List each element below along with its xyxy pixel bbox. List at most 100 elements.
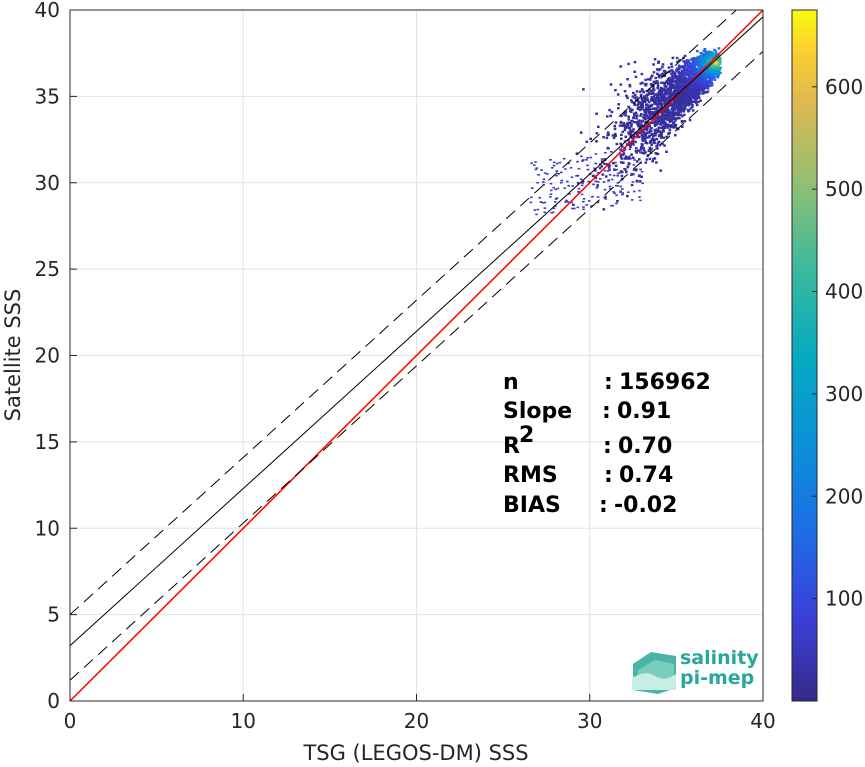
density-cell [656, 86, 659, 90]
density-cell [643, 98, 647, 101]
density-cell [636, 103, 639, 107]
density-cell [712, 70, 716, 74]
density-cell [700, 62, 704, 66]
density-cell [674, 123, 678, 127]
density-cell [677, 64, 681, 67]
density-cell [714, 52, 718, 55]
density-cell [648, 146, 652, 149]
density-cell [589, 137, 592, 140]
density-cell [694, 86, 697, 89]
density-cell [594, 153, 598, 155]
density-cell [719, 71, 722, 75]
density-cell [653, 157, 657, 160]
density-cell [655, 68, 659, 71]
density-cell [631, 141, 634, 144]
density-cell [683, 120, 687, 123]
y-tick-label: 10 [35, 516, 60, 540]
density-cell [701, 80, 705, 83]
density-cell [585, 204, 588, 206]
density-cell [627, 191, 630, 193]
density-cell [677, 106, 681, 110]
density-cell [648, 134, 651, 138]
density-cell [719, 60, 722, 64]
density-cell [647, 108, 650, 112]
density-cell [577, 187, 581, 190]
density-cell [682, 91, 685, 95]
density-cell [634, 111, 638, 114]
stat-label: BIAS [503, 493, 561, 518]
density-cell [701, 78, 705, 81]
density-cell [697, 76, 701, 80]
density-cell [628, 85, 632, 88]
density-cell [671, 74, 675, 77]
density-cell [560, 181, 563, 184]
density-cell [659, 115, 662, 119]
density-cell [707, 61, 710, 65]
density-cell [560, 179, 564, 182]
density-cell [643, 124, 647, 128]
density-cell [683, 54, 687, 58]
density-cell [650, 92, 653, 96]
density-cell [673, 73, 677, 76]
density-cell [640, 175, 643, 178]
density-cell [619, 153, 623, 156]
density-cell [586, 168, 590, 171]
density-cell [679, 87, 683, 91]
density-cell [625, 94, 628, 97]
density-cell [622, 150, 625, 153]
density-cell [623, 168, 626, 170]
density-cell [717, 72, 720, 75]
density-cell [688, 62, 692, 65]
density-cell [677, 74, 680, 77]
density-cell [683, 99, 686, 103]
density-cell [641, 120, 644, 123]
density-cell [600, 158, 604, 160]
density-cell [650, 126, 653, 130]
density-cell [702, 70, 706, 74]
density-cell [689, 85, 693, 89]
density-cell [644, 78, 647, 82]
density-cell [649, 140, 652, 143]
density-cell [678, 87, 681, 90]
density-cell [551, 211, 555, 214]
density-cell [643, 117, 647, 121]
density-cell [620, 133, 623, 136]
density-cell [638, 189, 641, 192]
density-cell [620, 157, 623, 160]
density-cell [549, 196, 552, 198]
density-cell [613, 192, 616, 195]
density-cell [628, 127, 632, 130]
stat-separator: : [599, 493, 608, 518]
density-cell [674, 119, 677, 122]
density-cell [712, 77, 715, 80]
density-cell [630, 199, 634, 201]
density-cell [711, 65, 714, 68]
density-cell [665, 107, 669, 110]
density-cell [701, 57, 704, 60]
density-cell [554, 188, 557, 191]
density-cell [595, 112, 598, 115]
density-cell [600, 160, 604, 163]
density-cell [619, 148, 622, 151]
density-cell [696, 87, 699, 91]
density-cell [699, 87, 702, 90]
density-cell [633, 159, 636, 161]
density-cell [693, 73, 696, 76]
density-cell [687, 69, 690, 73]
density-cell [663, 117, 667, 120]
density-cell [556, 162, 559, 165]
density-cell [689, 100, 693, 103]
density-cell [707, 82, 710, 85]
density-cell [534, 161, 537, 163]
density-cell [591, 174, 595, 177]
density-cell [581, 182, 584, 184]
density-cell [624, 110, 628, 114]
density-cell [659, 89, 662, 92]
density-cell [680, 120, 684, 124]
density-cell [702, 85, 706, 89]
density-cell [536, 208, 540, 211]
density-cell [568, 193, 571, 195]
density-cell [654, 81, 658, 85]
density-cell [536, 181, 539, 184]
density-cell [655, 128, 659, 131]
